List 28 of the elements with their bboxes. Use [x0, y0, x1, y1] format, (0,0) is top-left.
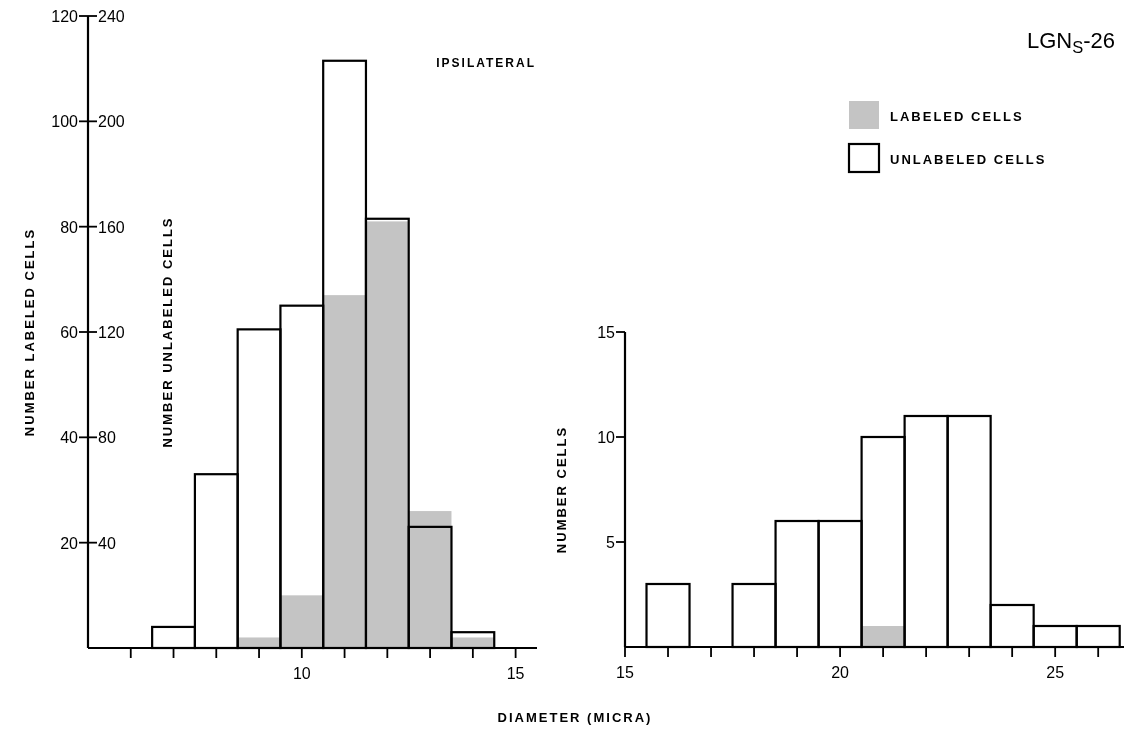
- y2-tick-label: 200: [98, 113, 125, 131]
- y-tick-label: 20: [60, 534, 79, 552]
- chart-title: LGN$_{S}$-26: [1026, 28, 1115, 57]
- y-axis-title: NUMBER CELLS: [554, 425, 569, 554]
- x-tick-label: 10: [292, 665, 311, 682]
- y2-tick-label: 40: [98, 534, 116, 552]
- x-tick-label: 25: [1046, 664, 1065, 681]
- y-tick-label: 15: [597, 324, 616, 341]
- legend-label: LABELED CELLS: [890, 109, 1024, 124]
- text: IPSILATERAL: [436, 56, 536, 70]
- y2-tick-label: 160: [98, 218, 125, 236]
- y2-tick-label: 240: [98, 8, 125, 25]
- y-tick-label: 60: [60, 324, 79, 341]
- y-tick-label: 5: [606, 534, 616, 551]
- y-tick-label: 120: [51, 8, 79, 25]
- y-tick-label: 100: [51, 113, 79, 131]
- x-axis-title: DIAMETER (MICRA): [497, 710, 653, 725]
- y-tick-label: 40: [60, 429, 79, 447]
- legend-label: UNLABELED CELLS: [890, 152, 1047, 167]
- y-axis-title: NUMBER LABELED CELLS: [22, 227, 37, 437]
- x-tick-label: 15: [506, 665, 525, 682]
- y2-axis-title: NUMBER UNLABELED CELLS: [160, 216, 175, 448]
- y-tick-label: 10: [597, 429, 616, 446]
- x-tick-label: 20: [831, 664, 850, 681]
- x-tick-label: 15: [616, 664, 634, 681]
- y2-tick-label: 80: [98, 429, 116, 447]
- y-tick-label: 80: [60, 218, 79, 236]
- y2-tick-label: 120: [98, 324, 125, 341]
